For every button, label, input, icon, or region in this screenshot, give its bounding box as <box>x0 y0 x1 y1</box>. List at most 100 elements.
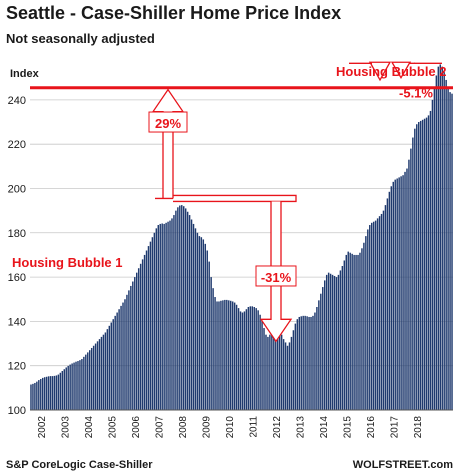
bar <box>36 381 38 410</box>
bar <box>410 148 412 410</box>
chart-subtitle: Not seasonally adjusted <box>6 31 155 46</box>
bar <box>110 322 112 410</box>
bar <box>40 378 42 410</box>
bar <box>179 205 181 410</box>
bar <box>249 306 252 410</box>
bar <box>237 308 240 410</box>
bar <box>104 332 107 410</box>
bar <box>390 186 393 410</box>
bar <box>108 325 111 410</box>
bar <box>255 308 257 410</box>
bar <box>265 334 267 410</box>
bar <box>53 375 56 410</box>
bar <box>282 339 285 410</box>
rise-percent-label: 29% <box>155 116 181 131</box>
bar <box>151 237 154 410</box>
bar <box>388 191 391 410</box>
label-box <box>255 265 297 287</box>
crash-percent-label: -31% <box>261 270 292 285</box>
x-tick-label: 2014 <box>319 416 330 439</box>
bar <box>292 330 295 410</box>
bar <box>59 372 62 410</box>
bar <box>30 384 32 410</box>
bar <box>188 215 191 410</box>
bar <box>102 334 105 410</box>
bar <box>65 367 67 410</box>
bar <box>106 329 109 410</box>
bar <box>49 376 52 410</box>
bar <box>190 219 193 410</box>
bar <box>159 223 161 410</box>
bar <box>139 263 142 410</box>
bar <box>116 312 118 410</box>
bar <box>427 115 430 410</box>
bar <box>92 345 95 410</box>
bar <box>67 365 69 410</box>
bar <box>378 216 381 410</box>
bar <box>218 301 220 410</box>
bar <box>141 259 144 410</box>
y-tick-label: 140 <box>8 316 26 328</box>
bar <box>382 210 385 410</box>
bar <box>145 250 148 410</box>
x-tick-label: 2008 <box>178 416 189 439</box>
bar <box>445 79 447 410</box>
bar <box>173 215 175 410</box>
bar <box>112 319 114 410</box>
bar <box>351 253 353 410</box>
bar <box>208 261 210 410</box>
x-tick-label: 2018 <box>413 416 424 439</box>
bar <box>310 316 312 410</box>
bar <box>284 342 287 410</box>
bar <box>118 309 120 410</box>
bar <box>396 178 398 410</box>
bar <box>245 309 248 410</box>
bar <box>85 354 87 410</box>
x-tick-label: 2017 <box>389 416 400 439</box>
bar <box>47 376 50 410</box>
bar <box>147 246 150 410</box>
bar <box>96 341 99 410</box>
bar <box>206 250 208 410</box>
bar <box>163 223 165 410</box>
bar <box>419 120 422 410</box>
bubble-1-label: Housing Bubble 1 <box>12 255 123 270</box>
bar <box>181 205 183 410</box>
bubble-2-label: Housing Bubble 2 <box>336 64 447 79</box>
bar <box>51 376 54 410</box>
bar <box>45 376 48 410</box>
bar <box>343 260 346 410</box>
bar <box>345 254 347 410</box>
bar <box>384 205 387 410</box>
bar <box>171 218 173 410</box>
bar <box>241 312 244 410</box>
bar <box>120 305 122 410</box>
bar <box>294 323 297 410</box>
bar <box>314 312 316 410</box>
bar <box>202 239 205 410</box>
bar <box>132 281 134 410</box>
bar <box>327 272 330 410</box>
bar <box>222 300 224 410</box>
bar <box>361 248 363 410</box>
bar <box>347 251 349 410</box>
bar <box>77 361 79 410</box>
bar <box>435 75 438 410</box>
bar <box>90 347 93 410</box>
bar <box>353 254 355 410</box>
bar <box>192 223 195 410</box>
bar <box>308 316 310 410</box>
bar <box>198 236 201 410</box>
bar <box>306 316 308 410</box>
bar <box>79 360 81 410</box>
bar <box>380 213 383 410</box>
bar <box>165 222 167 410</box>
bar <box>231 301 234 410</box>
bar <box>296 319 299 410</box>
bar <box>437 66 440 410</box>
y-axis-label: Index <box>10 68 40 80</box>
bar <box>355 254 357 410</box>
bar <box>433 86 436 410</box>
bar <box>204 243 206 410</box>
bar <box>63 369 65 410</box>
